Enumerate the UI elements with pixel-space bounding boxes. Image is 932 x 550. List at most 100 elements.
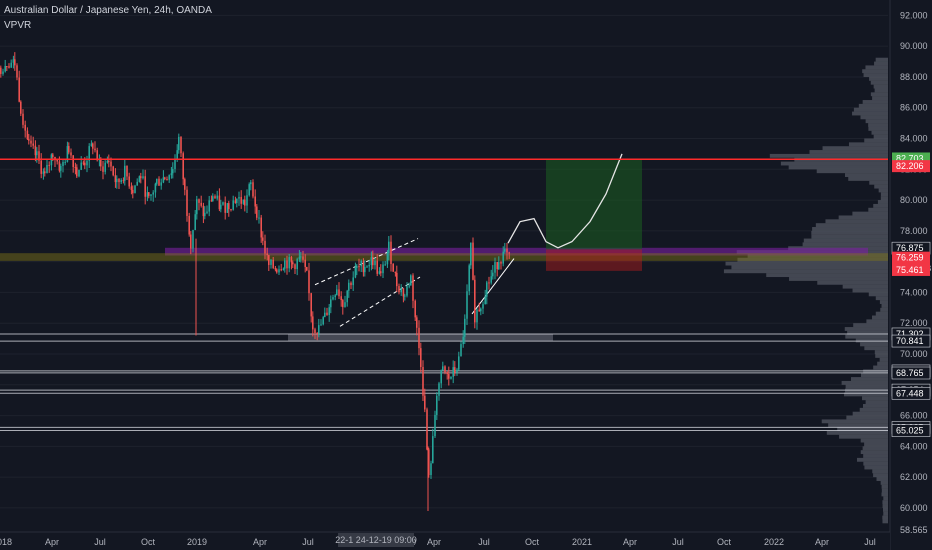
candle-body <box>192 230 194 249</box>
candle-body <box>276 269 278 273</box>
symbol-title[interactable]: Australian Dollar / Japanese Yen, 24h, O… <box>4 5 212 16</box>
candle-body <box>4 66 6 72</box>
candle-body <box>84 162 86 166</box>
candle-body <box>462 336 464 345</box>
time-axis[interactable]: 2018AprJulOct2019AprJulOct2020AprJulOct2… <box>0 531 890 550</box>
volume-profile-bar <box>880 196 888 201</box>
volume-profile-bar <box>802 242 888 247</box>
candle-body <box>294 264 296 270</box>
volume-profile-bar <box>881 484 888 489</box>
candle-body <box>252 182 254 197</box>
candle-body <box>218 195 221 210</box>
candle-body <box>454 367 456 373</box>
candle-body <box>54 156 56 160</box>
volume-profile-bar <box>871 130 888 135</box>
candle-body <box>456 369 458 373</box>
candle-body <box>90 143 93 147</box>
candle-body <box>204 212 206 217</box>
candle-body <box>242 199 245 204</box>
candle-body <box>274 267 277 270</box>
candle-body <box>486 282 488 297</box>
olive-zone <box>0 253 888 261</box>
candle-body <box>324 312 326 318</box>
price-label: 76.259 <box>896 253 924 263</box>
candle-body <box>368 265 370 267</box>
volume-profile-bar <box>845 334 888 339</box>
price-tick-label: 60.000 <box>900 503 928 513</box>
volume-profile-bar <box>864 465 888 470</box>
candle-body <box>314 329 316 334</box>
volume-profile-bar <box>853 107 888 112</box>
volume-profile-bar <box>863 461 888 466</box>
volume-profile-bar <box>860 342 888 347</box>
time-tick-label: Apr <box>45 537 59 547</box>
volume-profile-bar <box>725 261 888 266</box>
candle-body <box>450 376 452 379</box>
price-tick-label: 78.000 <box>900 226 928 236</box>
candle-body <box>62 162 64 166</box>
candle-body <box>444 366 446 373</box>
crosshair-label: 22-1 24-12-19 09:00 <box>335 535 417 545</box>
indicator-label[interactable]: VPVR <box>4 20 32 31</box>
candle-body <box>172 169 174 174</box>
volume-profile-bar <box>825 219 888 224</box>
candle-body <box>424 395 426 410</box>
volume-profile-bar <box>869 180 888 185</box>
volume-profile-bar <box>848 142 888 147</box>
price-tick-label: 66.000 <box>900 411 928 421</box>
price-axis[interactable]: 92.00090.00088.00086.00084.00082.00080.0… <box>889 0 932 550</box>
candle-body <box>60 165 62 171</box>
candle-body <box>128 176 130 187</box>
volume-profile-bar <box>809 150 888 154</box>
volume-profile-bar <box>811 234 888 239</box>
candle-body <box>402 288 405 297</box>
candle-body <box>180 136 182 154</box>
volume-profile-bar <box>747 253 888 258</box>
volume-profile-bar <box>817 280 888 285</box>
stop-zone <box>546 249 642 271</box>
candle-body <box>286 260 288 269</box>
volume-profile-bar <box>879 357 888 362</box>
candle-body <box>408 285 410 287</box>
candle-body <box>412 275 414 301</box>
volume-profile-bar <box>882 500 888 505</box>
candle-body <box>186 189 188 216</box>
volume-profile-bar <box>877 200 888 204</box>
price-label: 82.703 <box>896 153 924 163</box>
candle-body <box>12 59 15 63</box>
candle-body <box>142 176 144 179</box>
candle-body <box>308 270 310 294</box>
volume-profile-bar <box>816 169 888 174</box>
volume-profile-bar <box>881 303 888 308</box>
candle-body <box>342 300 344 308</box>
candle-body <box>280 269 282 271</box>
candle-body <box>26 130 29 140</box>
candle-body <box>336 289 338 296</box>
crosshair-label-bg <box>338 533 414 547</box>
price-tick-label: 64.000 <box>900 441 928 451</box>
volume-profile-bar <box>864 442 888 447</box>
candle-body <box>88 146 90 161</box>
candle-body <box>144 176 146 197</box>
volume-profile-bar <box>860 438 888 443</box>
volume-profile-bar <box>862 69 888 74</box>
volume-profile-bar <box>868 292 888 297</box>
candle-body <box>48 164 50 166</box>
candle-body <box>124 165 126 181</box>
candle-body <box>306 266 308 271</box>
volume-profile-bar <box>870 92 888 97</box>
volume-profile-bar <box>852 211 888 216</box>
candle-body <box>416 317 418 328</box>
candle-body <box>116 178 118 183</box>
candle-body <box>418 327 420 349</box>
candle-body <box>500 262 502 264</box>
candle-body <box>202 205 205 217</box>
volume-profile-bar <box>865 65 888 70</box>
candle-body <box>472 242 474 280</box>
volume-profile-bar <box>731 265 888 270</box>
volume-profile-bar <box>826 430 888 435</box>
volume-profile-bar <box>868 207 888 212</box>
time-tick-label: 2022 <box>764 537 784 547</box>
candle-body <box>200 202 202 206</box>
